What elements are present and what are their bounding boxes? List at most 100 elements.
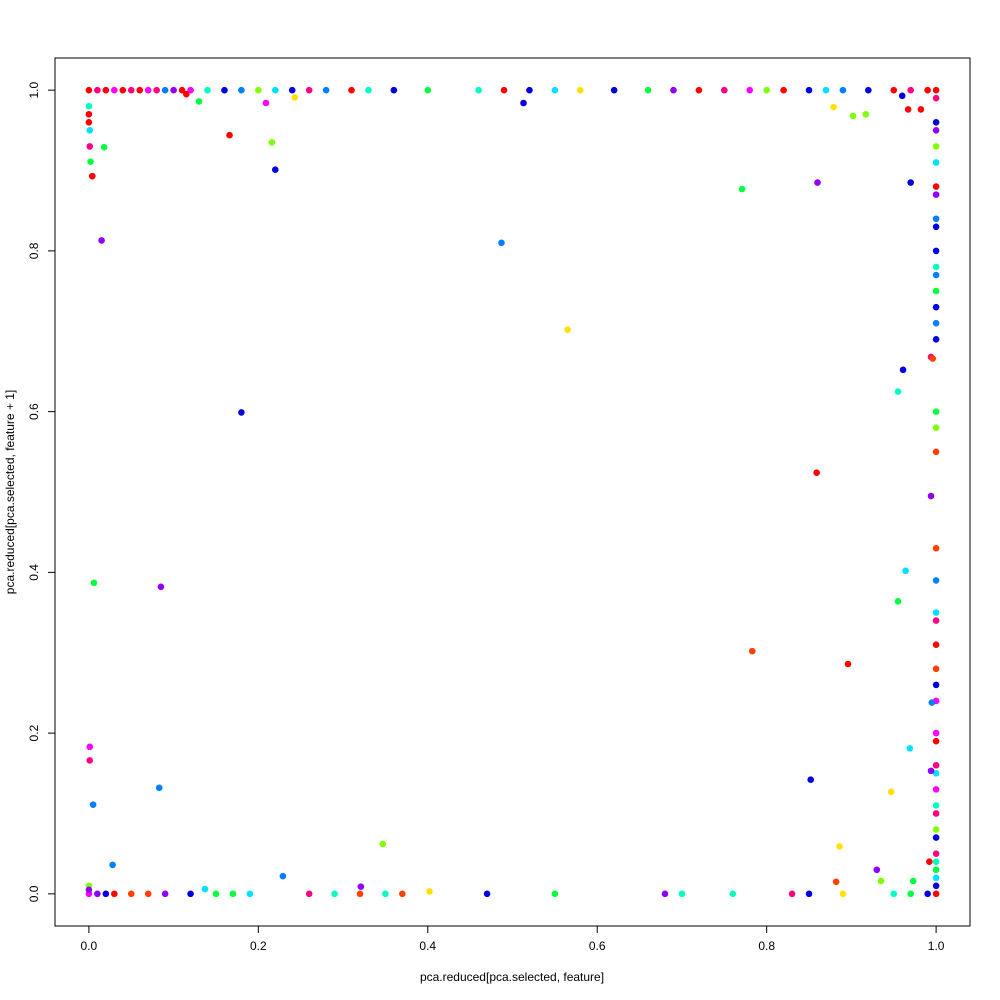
point — [932, 143, 940, 150]
point — [356, 890, 364, 898]
x-tick-label: 0.6 — [589, 939, 606, 953]
y-tick-label: 0.0 — [27, 885, 41, 902]
point — [127, 86, 135, 94]
point — [155, 784, 163, 792]
point — [932, 802, 940, 809]
point — [204, 86, 211, 94]
point — [763, 86, 770, 94]
point — [932, 319, 940, 327]
point — [94, 890, 101, 898]
point — [520, 99, 527, 107]
point — [813, 469, 820, 477]
point — [551, 86, 559, 94]
point — [929, 355, 937, 362]
point — [288, 86, 296, 94]
point — [90, 579, 98, 587]
point — [932, 826, 940, 833]
point — [262, 99, 270, 107]
point — [890, 890, 898, 898]
point — [85, 886, 93, 894]
point — [862, 110, 870, 118]
point — [780, 86, 787, 94]
y-tick-label: 0.6 — [27, 403, 41, 420]
point — [832, 878, 840, 886]
point — [932, 890, 940, 898]
point — [924, 890, 931, 898]
point — [271, 86, 279, 94]
point — [238, 409, 245, 416]
point — [865, 86, 872, 94]
point — [153, 86, 160, 94]
point — [932, 263, 940, 271]
point — [932, 665, 940, 673]
point — [924, 86, 931, 94]
point — [890, 86, 898, 94]
point — [382, 890, 389, 898]
point — [932, 159, 940, 166]
point — [475, 86, 482, 94]
point — [814, 179, 821, 186]
point — [932, 810, 940, 817]
point — [111, 86, 118, 94]
y-tick-label: 1.0 — [27, 81, 41, 98]
point — [279, 872, 287, 880]
point — [178, 86, 186, 94]
point — [932, 544, 940, 552]
point — [839, 86, 847, 94]
point — [849, 112, 857, 120]
point — [932, 448, 940, 456]
point — [873, 866, 881, 874]
point — [927, 492, 935, 500]
point — [877, 877, 885, 885]
point — [695, 86, 703, 94]
y-tick-label: 0.8 — [27, 242, 41, 259]
point — [932, 761, 940, 769]
point — [212, 890, 220, 898]
point — [932, 729, 940, 737]
point — [86, 743, 94, 751]
point — [379, 840, 387, 848]
point — [357, 883, 365, 890]
point — [822, 86, 830, 94]
point — [807, 776, 815, 784]
point — [86, 127, 94, 134]
point — [927, 767, 935, 775]
plot-frame — [54, 57, 971, 927]
point — [932, 769, 940, 777]
point — [119, 86, 127, 94]
point — [426, 888, 433, 895]
point — [399, 890, 406, 898]
point — [195, 98, 203, 105]
point — [526, 86, 533, 94]
point — [610, 86, 618, 94]
point — [322, 86, 330, 94]
point — [932, 271, 940, 279]
point — [85, 86, 93, 94]
point — [271, 166, 279, 174]
point — [102, 890, 110, 898]
x-tick-label: 0.2 — [250, 939, 267, 953]
point — [221, 86, 228, 94]
point — [887, 788, 895, 796]
point — [85, 110, 93, 118]
point — [928, 699, 936, 706]
point — [670, 86, 677, 94]
point — [348, 86, 355, 94]
point — [102, 86, 110, 94]
point — [932, 609, 940, 616]
point — [483, 890, 491, 898]
point — [932, 866, 940, 874]
point — [305, 890, 313, 898]
point — [932, 303, 940, 311]
point — [291, 94, 299, 101]
point — [94, 86, 101, 94]
point — [932, 882, 940, 890]
point — [906, 745, 914, 752]
point — [187, 86, 194, 94]
point — [187, 890, 194, 898]
point — [161, 86, 169, 94]
point — [268, 139, 276, 146]
point — [729, 890, 737, 898]
point — [564, 326, 571, 333]
